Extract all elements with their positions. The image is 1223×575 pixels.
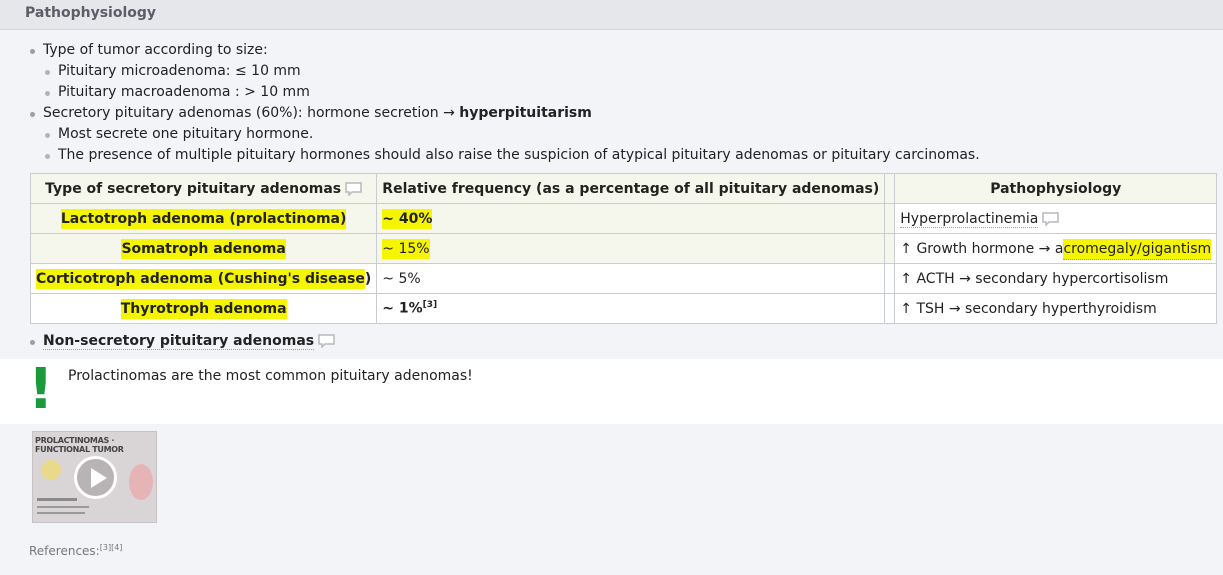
table-row: Corticotroph adenoma (Cushing's disease)…: [29, 263, 1218, 294]
list-item-text: Pituitary macroadenoma : > 10 mm: [58, 84, 310, 100]
thumbnail-drawing: [37, 460, 153, 514]
table-cell[interactable]: ↑ TSH → secondary hyperthyroidism: [900, 300, 1157, 317]
list-item: Non-secretory pituitary adenomas: [30, 331, 335, 352]
table-gap: [884, 173, 896, 204]
callout-text: Prolactinomas are the most common pituit…: [68, 368, 473, 384]
exclamation-icon: !: [28, 357, 54, 422]
bullet-list: Type of tumor according to size: Pituita…: [30, 40, 980, 166]
header-text: Type of secretory pituitary adenomas: [45, 180, 342, 197]
section-header[interactable]: Pathophysiology: [0, 0, 1223, 30]
table-header-type: Type of secretory pituitary adenomas: [29, 173, 378, 204]
play-icon[interactable]: [74, 456, 117, 499]
bullet-dot: [30, 340, 35, 345]
video-thumbnail[interactable]: PROLACTINOMAS · FUNCTIONAL TUMOR: [32, 431, 157, 523]
list-item: Type of tumor according to size: Pituita…: [30, 40, 980, 103]
table-row: Lactotroph adenoma (prolactinoma) ~ 40% …: [29, 203, 1218, 234]
table-cell: ~ 5%: [382, 270, 421, 287]
table-cell[interactable]: Hyperprolactinemia: [900, 210, 1039, 228]
table-row: Somatroph adenoma ~ 15% ↑ Growth hormone…: [29, 233, 1218, 264]
references-label: References:: [29, 544, 100, 558]
table-cell: ~ 1%: [382, 300, 423, 317]
section-title: Pathophysiology: [25, 5, 157, 21]
comment-icon[interactable]: [318, 334, 335, 348]
comment-icon[interactable]: [345, 181, 362, 196]
references: References:[3][4]: [29, 543, 122, 558]
table-cell: ~ 40%: [382, 208, 433, 229]
table-header-pathophysiology: Pathophysiology: [894, 173, 1218, 204]
list-item: Secretory pituitary adenomas (60%): horm…: [30, 103, 980, 166]
list-item-text: Pituitary microadenoma: ≤ 10 mm: [58, 63, 301, 79]
table-cell: Somatroph adenoma: [121, 238, 286, 259]
table-cell: ~ 15%: [382, 238, 430, 259]
table-cell: Thyrotroph adenoma: [120, 298, 287, 319]
non-secretory-list: Non-secretory pituitary adenomas: [30, 331, 335, 352]
list-item: Pituitary macroadenoma : > 10 mm: [45, 82, 980, 103]
reference-link[interactable]: [3][4]: [99, 543, 123, 552]
table-cell: Lactotroph adenoma (prolactinoma): [60, 208, 347, 229]
reference-link[interactable]: [3]: [422, 300, 438, 311]
table-cell: ↑ Growth hormone → a: [900, 240, 1064, 257]
list-item: Most secrete one pituitary hormone.: [45, 124, 980, 145]
list-item-text: Most secrete one pituitary hormone.: [58, 126, 314, 142]
list-item-text: The presence of multiple pituitary hormo…: [58, 147, 980, 163]
table-cell: Corticotroph adenoma (Cushing's disease: [36, 268, 365, 289]
adenoma-table: Type of secretory pituitary adenomas Rel…: [29, 173, 1218, 324]
list-item: The presence of multiple pituitary hormo…: [45, 145, 980, 166]
list-item: Pituitary microadenoma: ≤ 10 mm: [45, 61, 980, 82]
acromegaly-link[interactable]: cromegaly/gigantism: [1063, 238, 1212, 260]
list-item-text: Type of tumor according to size:: [43, 42, 268, 58]
table-cell[interactable]: ↑ ACTH → secondary hypercortisolism: [900, 270, 1169, 287]
non-secretory-link[interactable]: Non-secretory pituitary adenomas: [43, 333, 315, 350]
table-cell-tail: ): [364, 270, 372, 287]
table-header-frequency: Relative frequency (as a percentage of a…: [376, 173, 886, 204]
table-row: Thyrotroph adenoma ~ 1%[3] ↑ TSH → secon…: [29, 293, 1218, 324]
video-title: PROLACTINOMAS · FUNCTIONAL TUMOR: [35, 436, 124, 454]
hyperpituitarism-term: hyperpituitarism: [459, 105, 592, 121]
comment-icon[interactable]: [1042, 211, 1060, 226]
list-item-text: Secretory pituitary adenomas (60%): horm…: [43, 105, 460, 121]
callout-box: [0, 359, 1223, 424]
